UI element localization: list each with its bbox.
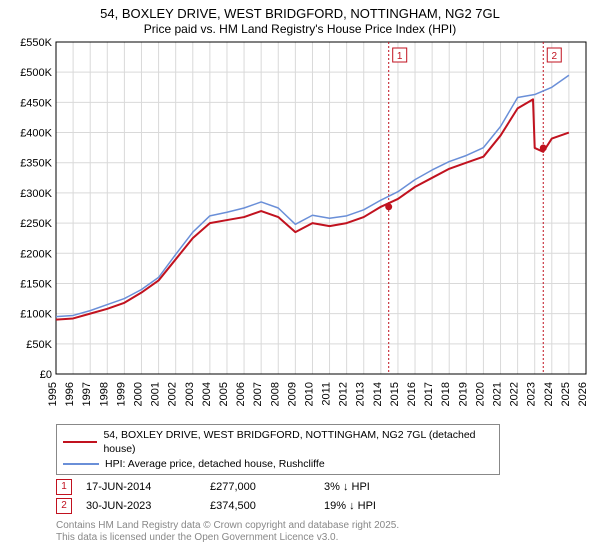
marker-diff: 19% ↓ HPI: [324, 500, 414, 512]
svg-text:£500K: £500K: [20, 67, 52, 79]
marker-number-box: 1: [56, 479, 72, 495]
svg-text:2001: 2001: [150, 382, 162, 406]
svg-text:£350K: £350K: [20, 158, 52, 170]
svg-text:£0: £0: [40, 369, 52, 381]
marker-number-box: 2: [56, 498, 72, 514]
legend-swatch-1: [63, 441, 97, 443]
svg-text:£150K: £150K: [20, 279, 52, 291]
svg-text:2022: 2022: [509, 382, 521, 406]
svg-text:2010: 2010: [303, 382, 315, 406]
svg-text:2012: 2012: [338, 382, 350, 406]
svg-text:2013: 2013: [355, 382, 367, 406]
svg-text:£400K: £400K: [20, 128, 52, 140]
svg-text:2005: 2005: [218, 382, 230, 406]
svg-text:2007: 2007: [252, 382, 264, 406]
footer-line-2: This data is licensed under the Open Gov…: [56, 532, 592, 545]
svg-text:£300K: £300K: [20, 188, 52, 200]
legend-label-1: 54, BOXLEY DRIVE, WEST BRIDGFORD, NOTTIN…: [103, 428, 493, 456]
chart-title-line1: 54, BOXLEY DRIVE, WEST BRIDGFORD, NOTTIN…: [8, 6, 592, 22]
svg-text:2: 2: [551, 51, 557, 62]
svg-text:2006: 2006: [235, 382, 247, 406]
svg-text:2015: 2015: [389, 382, 401, 406]
svg-text:1996: 1996: [64, 382, 76, 406]
svg-text:2018: 2018: [440, 382, 452, 406]
svg-text:2021: 2021: [492, 382, 504, 406]
svg-text:£50K: £50K: [26, 339, 52, 351]
marker-date: 17-JUN-2014: [86, 481, 196, 493]
svg-text:2024: 2024: [543, 382, 555, 406]
svg-text:2002: 2002: [167, 382, 179, 406]
svg-text:2000: 2000: [132, 382, 144, 406]
svg-text:£250K: £250K: [20, 218, 52, 230]
svg-text:1999: 1999: [115, 382, 127, 406]
marker-detail-row: 1 17-JUN-2014 £277,000 3% ↓ HPI: [56, 479, 592, 495]
footer-text: Contains HM Land Registry data © Crown c…: [56, 520, 592, 545]
svg-text:£100K: £100K: [20, 309, 52, 321]
marker-diff: 3% ↓ HPI: [324, 481, 414, 493]
svg-text:2003: 2003: [184, 382, 196, 406]
svg-text:2016: 2016: [406, 382, 418, 406]
svg-text:1: 1: [397, 51, 403, 62]
footer-line-1: Contains HM Land Registry data © Crown c…: [56, 520, 592, 533]
svg-text:£550K: £550K: [20, 38, 52, 49]
chart-title-line2: Price paid vs. HM Land Registry's House …: [8, 22, 592, 36]
marker-price: £277,000: [210, 481, 310, 493]
line-chart-svg: £0 £50K £100K £150K £200K £250K £300K £350K £400…: [8, 38, 592, 418]
svg-text:1997: 1997: [81, 382, 93, 406]
svg-text:£450K: £450K: [20, 98, 52, 110]
svg-text:2009: 2009: [286, 382, 298, 406]
marker-date: 30-JUN-2023: [86, 500, 196, 512]
svg-text:2017: 2017: [423, 382, 435, 406]
chart-area: £0 £50K £100K £150K £200K £250K £300K £350K £400…: [8, 38, 592, 418]
svg-text:2025: 2025: [560, 382, 572, 406]
marker-price: £374,500: [210, 500, 310, 512]
svg-text:1995: 1995: [47, 382, 59, 406]
svg-text:2019: 2019: [457, 382, 469, 406]
svg-text:2011: 2011: [321, 382, 333, 406]
svg-text:2008: 2008: [269, 382, 281, 406]
marker-detail-row: 2 30-JUN-2023 £374,500 19% ↓ HPI: [56, 498, 592, 514]
svg-text:2014: 2014: [372, 382, 384, 406]
legend-swatch-2: [63, 463, 99, 465]
svg-text:2026: 2026: [577, 382, 589, 406]
svg-text:2023: 2023: [526, 382, 538, 406]
svg-text:1998: 1998: [98, 382, 110, 406]
legend: 54, BOXLEY DRIVE, WEST BRIDGFORD, NOTTIN…: [56, 424, 500, 475]
svg-text:2004: 2004: [201, 382, 213, 406]
svg-text:£200K: £200K: [20, 249, 52, 261]
svg-text:2020: 2020: [474, 382, 486, 406]
legend-label-2: HPI: Average price, detached house, Rush…: [105, 457, 325, 471]
